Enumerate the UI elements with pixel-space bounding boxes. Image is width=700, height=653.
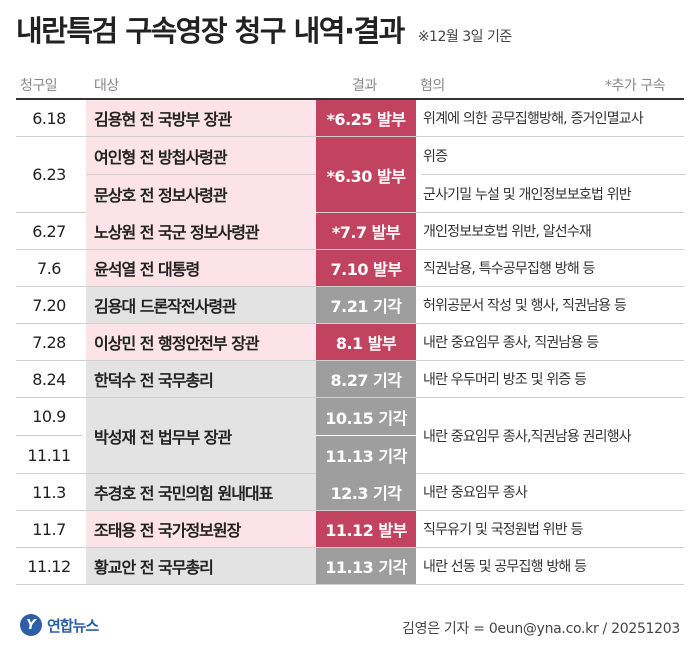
yonhap-logo: Y 연합뉴스	[20, 614, 99, 636]
table-row: 10.9 11.11 박성재 전 법무부 장관 10.15 기각 11.13 기…	[16, 398, 684, 474]
row-date: 6.23	[32, 165, 66, 184]
reporter-credit: 김영은 기자 = 0eun@yna.co.kr / 20251203	[402, 621, 680, 637]
row-charge: 내란 중요임무 종사, 직권남용 등	[423, 335, 599, 351]
row-result: 11.13 기각	[316, 548, 416, 584]
row-result: *6.30 발부	[316, 137, 416, 212]
row-date: 7.6	[37, 258, 61, 278]
row-charge: 허위공문서 작성 및 행사, 직권남용 등	[423, 298, 627, 314]
table-row: 6.23 여인형 전 방첩사령관 문상호 전 정보사령관 *6.30 발부 위증…	[16, 137, 686, 213]
row-date: 6.18	[32, 108, 66, 128]
row-target: 노상원 전 국군 정보사령관	[86, 213, 318, 249]
col-header-charge: 혐의	[420, 78, 445, 94]
row-charge: 직권남용, 특수공무집행 방해 등	[423, 261, 595, 277]
table-row: 7.28 이상민 전 행정안전부 장관 8.1 발부 내란 중요임무 종사, 직…	[16, 324, 684, 361]
yonhap-logo-icon: Y	[20, 614, 42, 636]
row-date: 6.27	[32, 221, 66, 241]
table-header: 청구일 대상 결과 혐의 *추가 구속	[0, 72, 700, 96]
row-charge: 내란 우두머리 방조 및 위증 등	[423, 372, 587, 388]
table-row: 8.24 한덕수 전 국무총리 8.27 기각 내란 우두머리 방조 및 위증 …	[16, 361, 684, 398]
row-target: 조태용 전 국가정보원장	[86, 511, 318, 547]
row-charge: 내란 선동 및 공무집행 방해 등	[423, 559, 587, 575]
row-result-b: 11.13 기각	[316, 436, 416, 474]
row-target: 윤석열 전 대통령	[86, 250, 318, 286]
row-result: *7.7 발부	[316, 213, 416, 249]
row-date: 11.3	[32, 482, 66, 502]
row-date: 11.7	[32, 519, 66, 539]
row-charge: 위계에 의한 공무집행방해, 증거인멸교사	[423, 111, 644, 127]
row-result: 8.1 발부	[316, 324, 416, 360]
row-date: 11.12	[27, 556, 71, 576]
row-target: 김용현 전 국방부 장관	[86, 100, 318, 136]
row-date-a: 10.9	[16, 398, 82, 436]
row-target-b: 문상호 전 정보사령관	[86, 175, 318, 213]
yonhap-logo-text: 연합뉴스	[47, 616, 99, 635]
row-date: 7.28	[32, 332, 66, 352]
page-title: 내란특검 구속영장 청구 내역·결과	[16, 14, 405, 48]
row-target: 박성재 전 법무부 장관	[86, 398, 318, 473]
table-row: 6.27 노상원 전 국군 정보사령관 *7.7 발부 개인정보보호법 위반, …	[16, 213, 684, 250]
row-target: 황교안 전 국무총리	[86, 548, 318, 584]
row-charge: 직무유기 및 국정원법 위반 등	[423, 522, 583, 538]
col-header-target: 대상	[94, 78, 119, 94]
row-result: 8.27 기각	[316, 361, 416, 397]
row-target: 김용대 드론작전사령관	[86, 287, 318, 323]
row-charge-a: 위증	[421, 137, 686, 175]
row-date: 7.20	[32, 295, 66, 315]
table-row: 11.3 추경호 전 국민의힘 원내대표 12.3 기각 내란 중요임무 종사	[16, 474, 684, 511]
row-charge-b: 군사기밀 누설 및 개인정보보호법 위반	[423, 187, 632, 203]
header-divider	[16, 98, 684, 100]
page-subtitle: ※12월 3일 기준	[417, 29, 512, 45]
row-date: 8.24	[32, 369, 66, 389]
row-target: 한덕수 전 국무총리	[86, 361, 318, 397]
row-date-b: 11.11	[27, 445, 71, 465]
table-row: 11.12 황교안 전 국무총리 11.13 기각 내란 선동 및 공무집행 방…	[16, 548, 684, 585]
row-charge: 내란 중요임무 종사,직권남용 권리행사	[423, 428, 632, 445]
table-row: 6.18 김용현 전 국방부 장관 *6.25 발부 위계에 의한 공무집행방해…	[16, 100, 684, 137]
title-area: 내란특검 구속영장 청구 내역·결과 ※12월 3일 기준	[16, 8, 512, 50]
row-result: *6.25 발부	[316, 100, 416, 136]
row-result: 7.10 발부	[316, 250, 416, 286]
row-result: 11.12 발부	[316, 511, 416, 547]
table-row: 11.7 조태용 전 국가정보원장 11.12 발부 직무유기 및 국정원법 위…	[16, 511, 684, 548]
row-result-a: 10.15 기각	[316, 398, 416, 436]
row-charge: 내란 중요임무 종사	[423, 485, 528, 501]
table-row: 7.20 김용대 드론작전사령관 7.21 기각 허위공문서 작성 및 행사, …	[16, 287, 684, 324]
warrant-table: 6.18 김용현 전 국방부 장관 *6.25 발부 위계에 의한 공무집행방해…	[16, 100, 686, 585]
row-result: 12.3 기각	[316, 474, 416, 510]
row-result: 7.21 기각	[316, 287, 416, 323]
col-header-result: 결과	[352, 78, 377, 94]
row-target: 추경호 전 국민의힘 원내대표	[86, 474, 318, 510]
row-charge: 개인정보보호법 위반, 알선수재	[423, 224, 592, 240]
table-row: 7.6 윤석열 전 대통령 7.10 발부 직권남용, 특수공무집행 방해 등	[16, 250, 684, 287]
col-header-note: *추가 구속	[605, 78, 665, 94]
row-target: 이상민 전 행정안전부 장관	[86, 324, 318, 360]
row-target-a: 여인형 전 방첩사령관	[86, 137, 318, 175]
col-header-date: 청구일	[20, 78, 58, 94]
